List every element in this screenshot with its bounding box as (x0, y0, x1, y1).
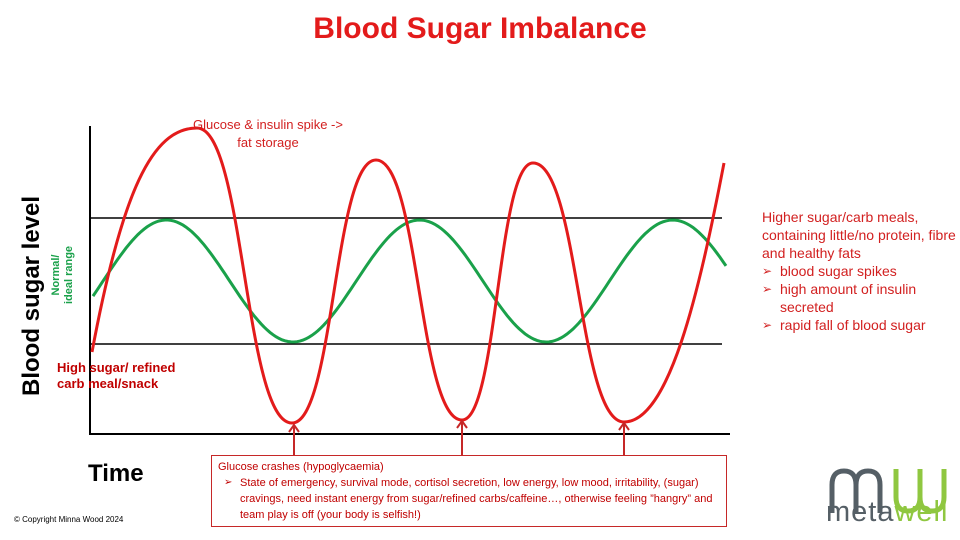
logo-word-meta: meta (826, 496, 895, 528)
bullet-arrow-icon: ➢ (762, 318, 773, 332)
up-arrow-icon (618, 421, 630, 455)
crash-callout: Glucose crashes (hypoglycaemia) ➢ State o… (211, 455, 727, 527)
up-arrow-icon (288, 423, 300, 455)
crash-text: State of emergency, survival mode, corti… (240, 477, 713, 521)
crash-list: ➢ State of emergency, survival mode, cort… (218, 475, 720, 523)
normal-range-label: Normal/ ideal range (50, 234, 76, 316)
stable-glucose-curve (91, 218, 728, 344)
imbalanced-glucose-curve (90, 126, 726, 425)
list-item-text: blood sugar spikes (780, 263, 897, 279)
list-item: ➢ rapid fall of blood sugar (762, 316, 957, 334)
explanation-intro: Higher sugar/carb meals, containing litt… (762, 209, 956, 261)
x-axis-label: Time (88, 460, 144, 487)
explanation-text: Higher sugar/carb meals, containing litt… (762, 208, 957, 334)
metawell-logo-icon (829, 468, 947, 514)
explanation-list: ➢ blood sugar spikes ➢ high amount of insu… (762, 262, 957, 334)
bullet-arrow-icon: ➢ (224, 477, 233, 488)
list-item-text: rapid fall of blood sugar (780, 317, 926, 333)
normal-range-line2: ideal range (63, 245, 75, 305)
meal-annotation: High sugar/ refined carb meal/snack (57, 360, 176, 391)
crash-heading: Glucose crashes (hypoglycaemia) (218, 461, 384, 473)
spike-annotation: Glucose & insulin spike -> fat storage (193, 117, 343, 150)
y-axis-label: Blood sugar level (18, 195, 45, 396)
normal-range-line1: Normal/ (50, 254, 62, 296)
logo-wordmark: metawell (826, 496, 954, 529)
copyright-notice: © Copyright Minna Wood 2024 (14, 515, 124, 524)
bullet-arrow-icon: ➢ (762, 264, 773, 278)
up-arrow-icon (456, 419, 468, 455)
list-item: ➢ blood sugar spikes (762, 262, 957, 280)
bullet-arrow-icon: ➢ (762, 282, 773, 296)
logo-word-well: well (894, 496, 949, 528)
list-item: ➢ State of emergency, survival mode, cort… (218, 475, 720, 523)
page-title: Blood Sugar Imbalance (313, 12, 647, 45)
list-item-text: high amount of insulin secreted (780, 281, 917, 315)
list-item: ➢ high amount of insulin secreted (762, 280, 957, 316)
